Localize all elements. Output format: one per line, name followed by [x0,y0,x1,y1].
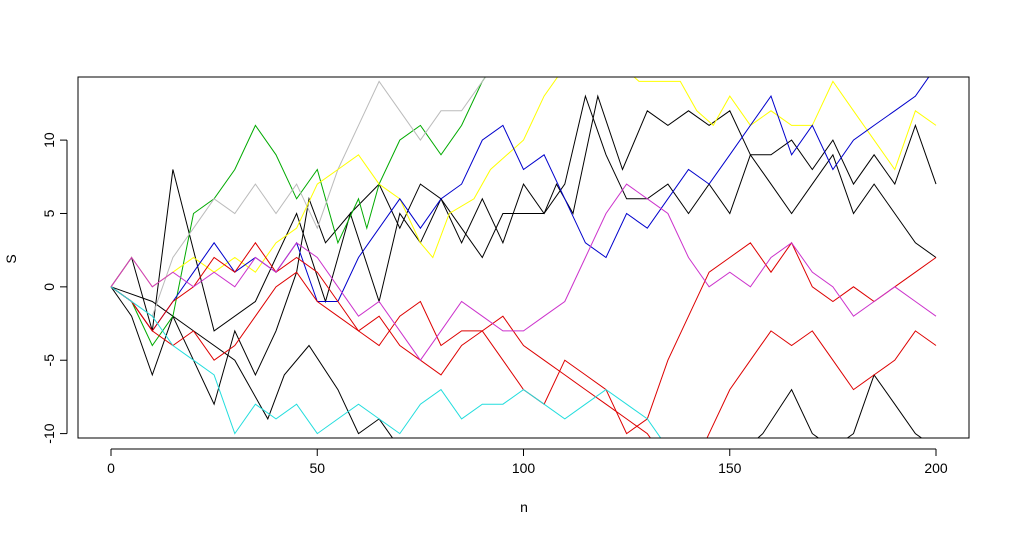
x-axis-title: n [520,499,528,515]
x-tick-label: 0 [107,460,115,476]
y-axis: -10 -5 0 5 10 [41,132,68,444]
y-tick-label: 10 [41,132,57,148]
y-tick-label: 0 [41,283,57,291]
series-line-1 [110,94,937,332]
x-tick-label: 50 [309,460,325,476]
series-line-7 [110,77,930,332]
series-line-9 [110,271,937,438]
x-tick-label: 150 [718,460,742,476]
x-tick-label: 100 [512,460,536,476]
y-tick-label: -10 [41,423,57,443]
series-line-5 [110,77,487,317]
x-tick-label: 200 [924,460,948,476]
plot-frame [77,76,970,439]
x-axis: 0 50 100 150 200 [107,448,948,476]
y-tick-label: -5 [41,354,57,367]
series-layer [110,77,937,438]
y-tick-label: 5 [41,209,57,217]
series-line-11 [110,286,662,438]
y-axis-title: S [3,254,19,263]
series-line-2 [110,94,937,406]
series-line-10 [110,183,937,362]
